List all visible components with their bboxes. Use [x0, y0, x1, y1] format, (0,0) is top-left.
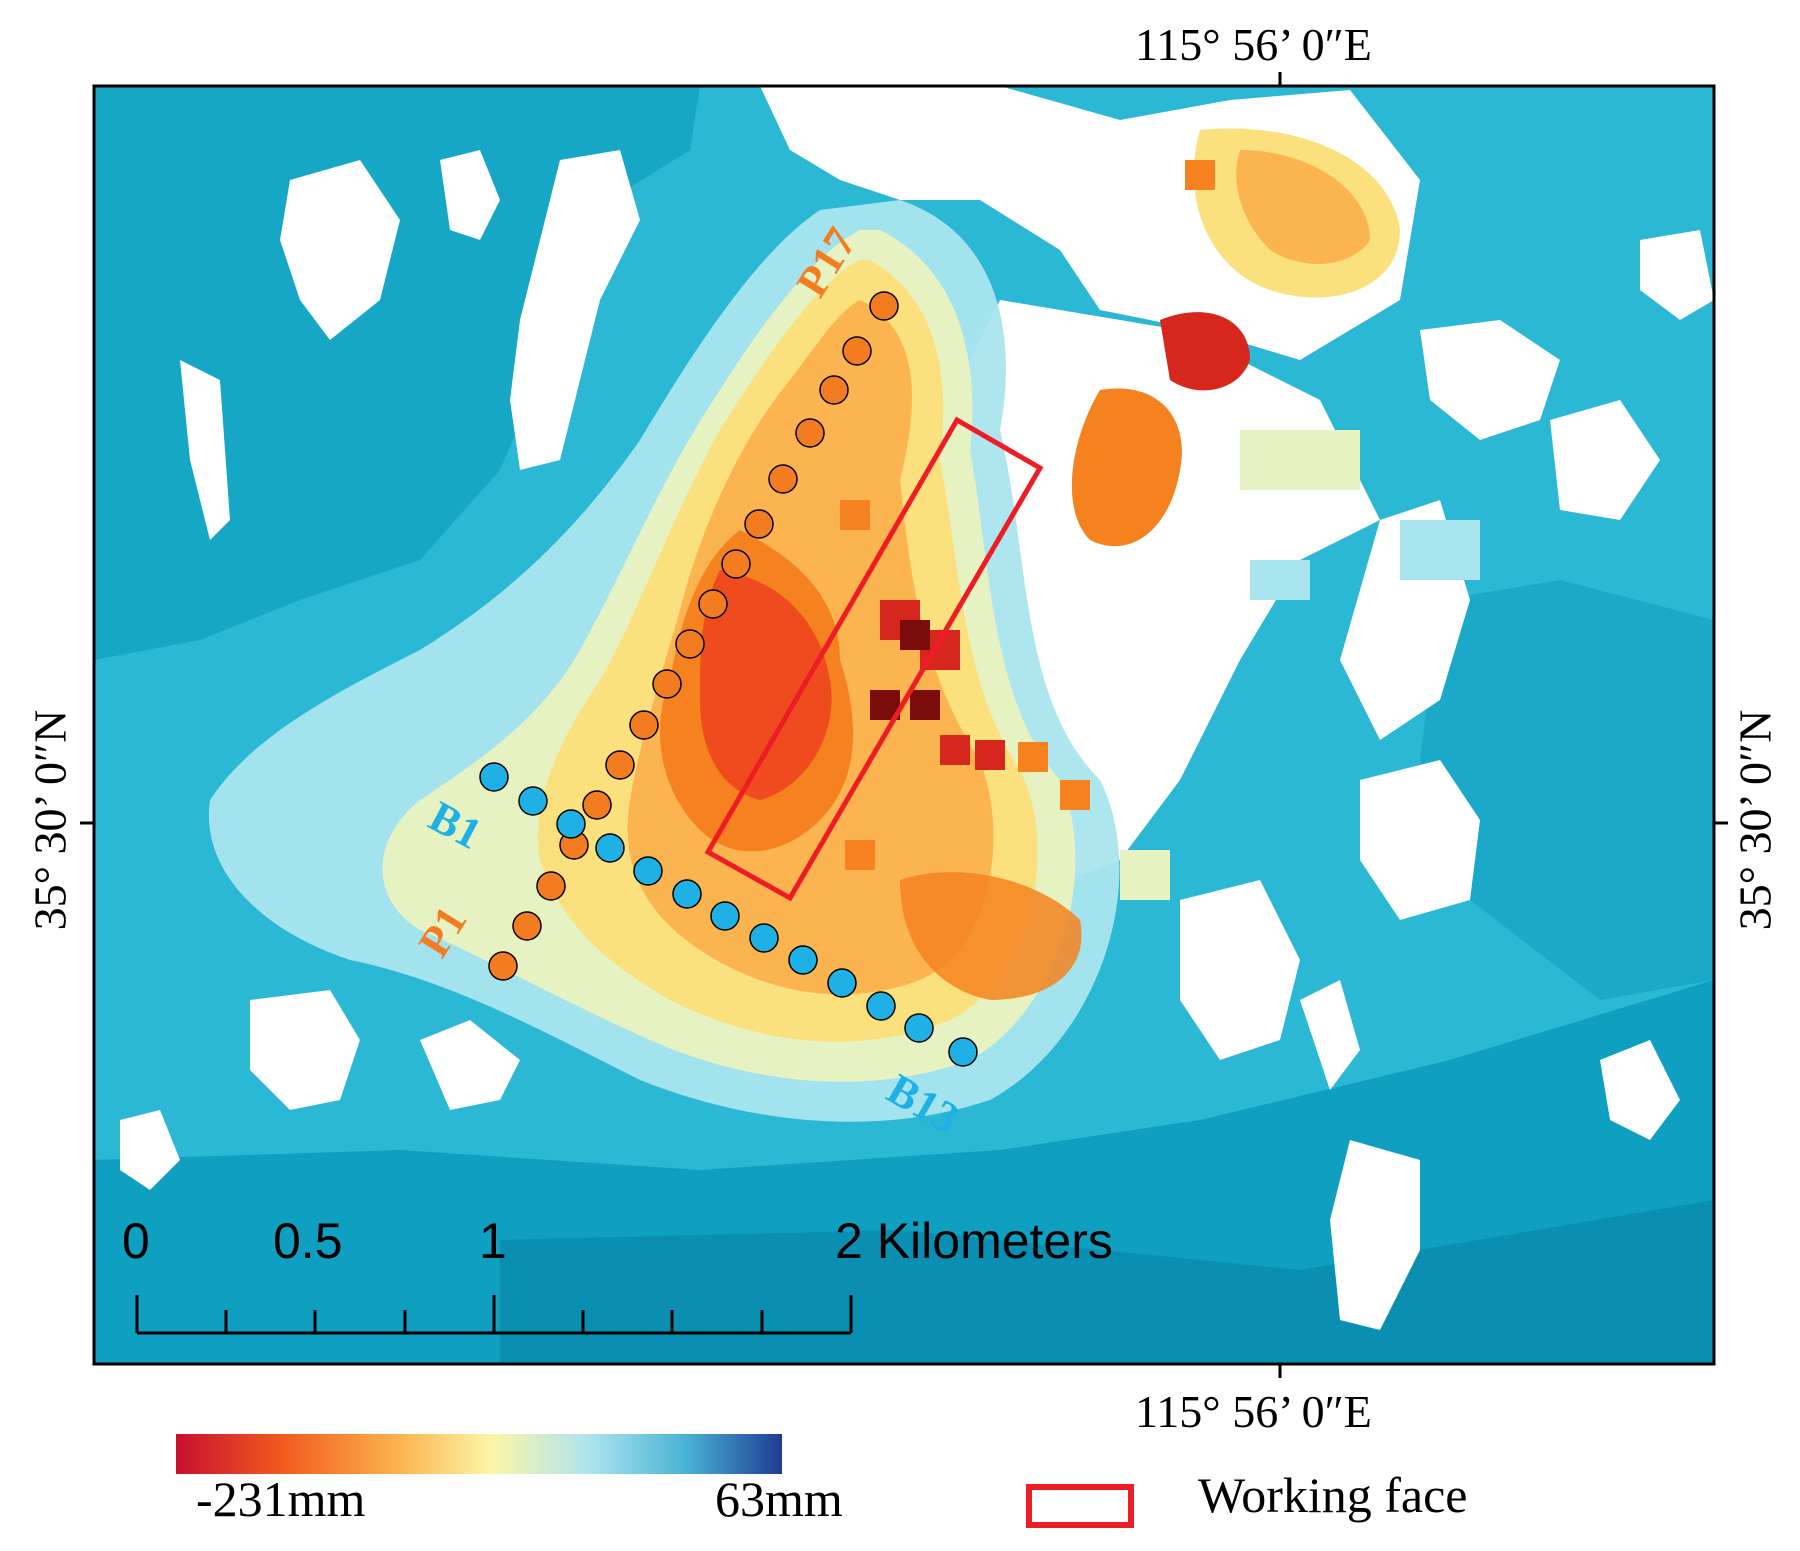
blue-profile-point — [479, 762, 509, 792]
blue-profile-point — [827, 968, 857, 998]
orange-profile-point — [795, 418, 825, 448]
orange-profile-point — [819, 375, 849, 405]
orange-profile-point — [536, 871, 566, 901]
blue-profile — [479, 762, 978, 1067]
scale-label-2-km: 2 Kilometers — [835, 1213, 1113, 1269]
blue-profile-point — [556, 809, 586, 839]
legend-max-label: 63mm — [715, 1471, 843, 1527]
blue-profile-point — [633, 856, 663, 886]
orange-profile-point — [744, 509, 774, 539]
orange-profile-point — [842, 336, 872, 366]
blue-profile-point — [518, 786, 548, 816]
lat-label-right: 35° 30’ 0″N — [1729, 709, 1781, 931]
orange-profile-point — [652, 669, 682, 699]
lat-label-left: 35° 30’ 0″N — [24, 709, 76, 931]
orange-profile-point — [629, 710, 659, 740]
blue-profile-point — [749, 923, 779, 953]
blue-profile-point — [948, 1037, 978, 1067]
working-face-label: Working face — [1198, 1467, 1468, 1523]
map-frame — [92, 84, 1716, 1366]
orange-profile — [488, 291, 899, 981]
lon-label-bottom: 115° 56’ 0″E — [1135, 1386, 1372, 1437]
orange-profile-point — [488, 951, 518, 981]
blue-profile-point — [788, 945, 818, 975]
orange-profile-point — [768, 464, 798, 494]
orange-profile-point — [582, 790, 612, 820]
legend-min-label: -231mm — [196, 1471, 366, 1527]
blue-profile-point — [904, 1013, 934, 1043]
scale-label-0: 0 — [122, 1213, 150, 1269]
working-face-rect — [704, 416, 1044, 902]
blue-profile-point — [710, 901, 740, 931]
working-face-swatch — [1026, 1484, 1134, 1528]
blue-profile-point — [672, 879, 702, 909]
scale-label-0-5: 0.5 — [273, 1213, 343, 1269]
lon-label-top: 115° 56’ 0″E — [1135, 19, 1372, 70]
orange-profile-point — [512, 911, 542, 941]
orange-profile-point — [605, 750, 635, 780]
orange-profile-point — [869, 291, 899, 321]
orange-profile-point — [721, 549, 751, 579]
blue-profile-point — [595, 833, 625, 863]
scale-bar: 0 0.5 1 2 Kilometers — [122, 1213, 1113, 1335]
blue-profile-point — [866, 991, 896, 1021]
scale-label-1: 1 — [479, 1213, 507, 1269]
legend-colorbar — [176, 1434, 782, 1474]
map-raster — [94, 86, 1714, 1364]
orange-profile-point — [698, 589, 728, 619]
orange-profile-point — [675, 629, 705, 659]
